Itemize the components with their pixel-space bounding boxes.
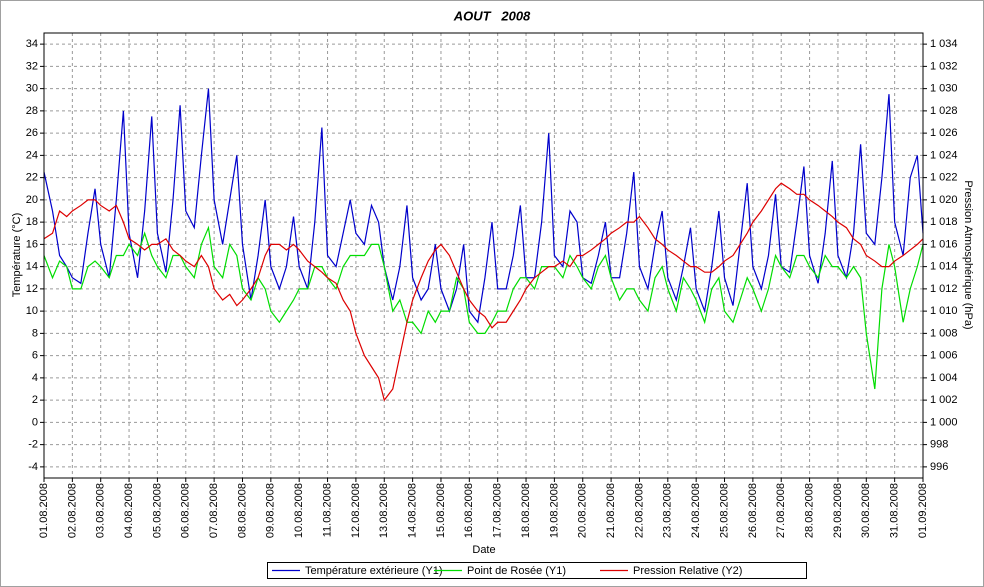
x-tick-label: 06.08.2008 bbox=[180, 483, 192, 538]
x-tick-label: 11.08.2008 bbox=[321, 483, 333, 537]
plot-area bbox=[44, 33, 923, 478]
x-tick-label: 20.08.2008 bbox=[577, 483, 589, 538]
x-tick-label: 01.09.2008 bbox=[917, 483, 929, 538]
y2-tick-label: 1 000 bbox=[930, 416, 958, 428]
x-tick-label: 02.08.2008 bbox=[66, 483, 78, 538]
x-tick-label: 01.08.2008 bbox=[38, 483, 50, 538]
x-tick-label: 26.08.2008 bbox=[747, 483, 759, 538]
y2-tick-label: 1 012 bbox=[930, 283, 958, 295]
x-tick-label: 16.08.2008 bbox=[463, 483, 475, 538]
y2-tick-label: 1 006 bbox=[930, 350, 958, 362]
y-tick-label: 26 bbox=[26, 127, 38, 139]
x-tick-label: 09.08.2008 bbox=[265, 483, 277, 538]
y2-tick-label: 1 026 bbox=[930, 127, 958, 139]
x-tick-label: 15.08.2008 bbox=[435, 483, 447, 538]
y2-tick-label: 1 034 bbox=[930, 38, 958, 50]
x-tick-label: 29.08.2008 bbox=[832, 483, 844, 538]
y2-axis-label: Pression Atmosphérique (hPa) bbox=[962, 180, 974, 329]
y-tick-label: 22 bbox=[26, 172, 38, 184]
y-tick-label: 20 bbox=[26, 194, 38, 206]
x-tick-label: 31.08.2008 bbox=[889, 483, 901, 538]
x-tick-label: 24.08.2008 bbox=[690, 483, 702, 538]
x-tick-label: 12.08.2008 bbox=[350, 483, 362, 538]
y2-tick-label: 1 030 bbox=[930, 83, 958, 95]
x-tick-label: 13.08.2008 bbox=[378, 483, 390, 538]
x-tick-label: 07.08.2008 bbox=[208, 483, 220, 538]
x-tick-label: 25.08.2008 bbox=[718, 483, 730, 538]
x-tick-label: 10.08.2008 bbox=[293, 483, 305, 538]
x-axis-label: Date bbox=[472, 544, 495, 556]
y-tick-label: 6 bbox=[32, 350, 38, 362]
y2-tick-label: 998 bbox=[930, 439, 948, 451]
x-tick-label: 27.08.2008 bbox=[775, 483, 787, 538]
y2-tick-label: 1 022 bbox=[930, 172, 958, 184]
series-line bbox=[43, 182, 924, 402]
x-tick-label: 21.08.2008 bbox=[605, 483, 617, 538]
y2-tick-label: 1 016 bbox=[930, 238, 958, 250]
y2-tick-label: 1 014 bbox=[930, 261, 958, 273]
y-tick-label: 32 bbox=[26, 60, 38, 72]
x-tick-label: 04.08.2008 bbox=[123, 483, 135, 538]
y2-tick-label: 996 bbox=[930, 461, 948, 473]
y2-tick-label: 1 018 bbox=[930, 216, 958, 228]
y-tick-label: -2 bbox=[28, 439, 38, 451]
x-tick-label: 22.08.2008 bbox=[633, 483, 645, 538]
y-tick-label: 8 bbox=[32, 327, 38, 339]
y2-tick-label: 1 020 bbox=[930, 194, 958, 206]
y-tick-label: 12 bbox=[26, 283, 38, 295]
series-line bbox=[43, 88, 924, 324]
y-tick-label: 16 bbox=[26, 238, 38, 250]
x-tick-label: 28.08.2008 bbox=[803, 483, 815, 538]
y2-tick-label: 1 008 bbox=[930, 327, 958, 339]
y2-tick-label: 1 028 bbox=[930, 105, 958, 117]
x-tick-label: 14.08.2008 bbox=[407, 483, 419, 538]
x-tick-label: 30.08.2008 bbox=[860, 483, 872, 538]
chart-title: AOUT 2008 bbox=[453, 8, 531, 23]
y-tick-label: 18 bbox=[26, 216, 38, 228]
y2-tick-label: 1 004 bbox=[930, 372, 958, 384]
x-tick-label: 08.08.2008 bbox=[236, 483, 248, 538]
x-tick-label: 19.08.2008 bbox=[548, 483, 560, 538]
legend-box bbox=[267, 562, 807, 579]
y-tick-label: 0 bbox=[32, 416, 38, 428]
y2-tick-label: 1 002 bbox=[930, 394, 958, 406]
y-tick-label: -4 bbox=[28, 461, 38, 473]
plot-border bbox=[43, 32, 924, 479]
series-line bbox=[43, 225, 924, 390]
x-tick-label: 23.08.2008 bbox=[662, 483, 674, 538]
y2-tick-label: 1 024 bbox=[930, 149, 958, 161]
y-axis-label: Température (°C) bbox=[11, 213, 23, 297]
y-tick-label: 10 bbox=[26, 305, 38, 317]
y-tick-label: 4 bbox=[32, 372, 38, 384]
legend-label: Température extérieure (Y1) bbox=[305, 565, 443, 577]
y2-tick-label: 1 010 bbox=[930, 305, 958, 317]
y-tick-label: 30 bbox=[26, 83, 38, 95]
x-tick-label: 17.08.2008 bbox=[492, 483, 504, 538]
legend-label: Point de Rosée (Y1) bbox=[467, 565, 566, 577]
x-tick-label: 05.08.2008 bbox=[151, 483, 163, 538]
y2-tick-label: 1 032 bbox=[930, 60, 958, 72]
y-tick-label: 28 bbox=[26, 105, 38, 117]
y-tick-label: 2 bbox=[32, 394, 38, 406]
x-tick-label: 18.08.2008 bbox=[520, 483, 532, 538]
legend-label: Pression Relative (Y2) bbox=[633, 565, 742, 577]
y-tick-label: 24 bbox=[26, 149, 38, 161]
y-tick-label: 14 bbox=[26, 261, 38, 273]
y-tick-label: 34 bbox=[26, 38, 38, 50]
x-tick-label: 03.08.2008 bbox=[95, 483, 107, 538]
